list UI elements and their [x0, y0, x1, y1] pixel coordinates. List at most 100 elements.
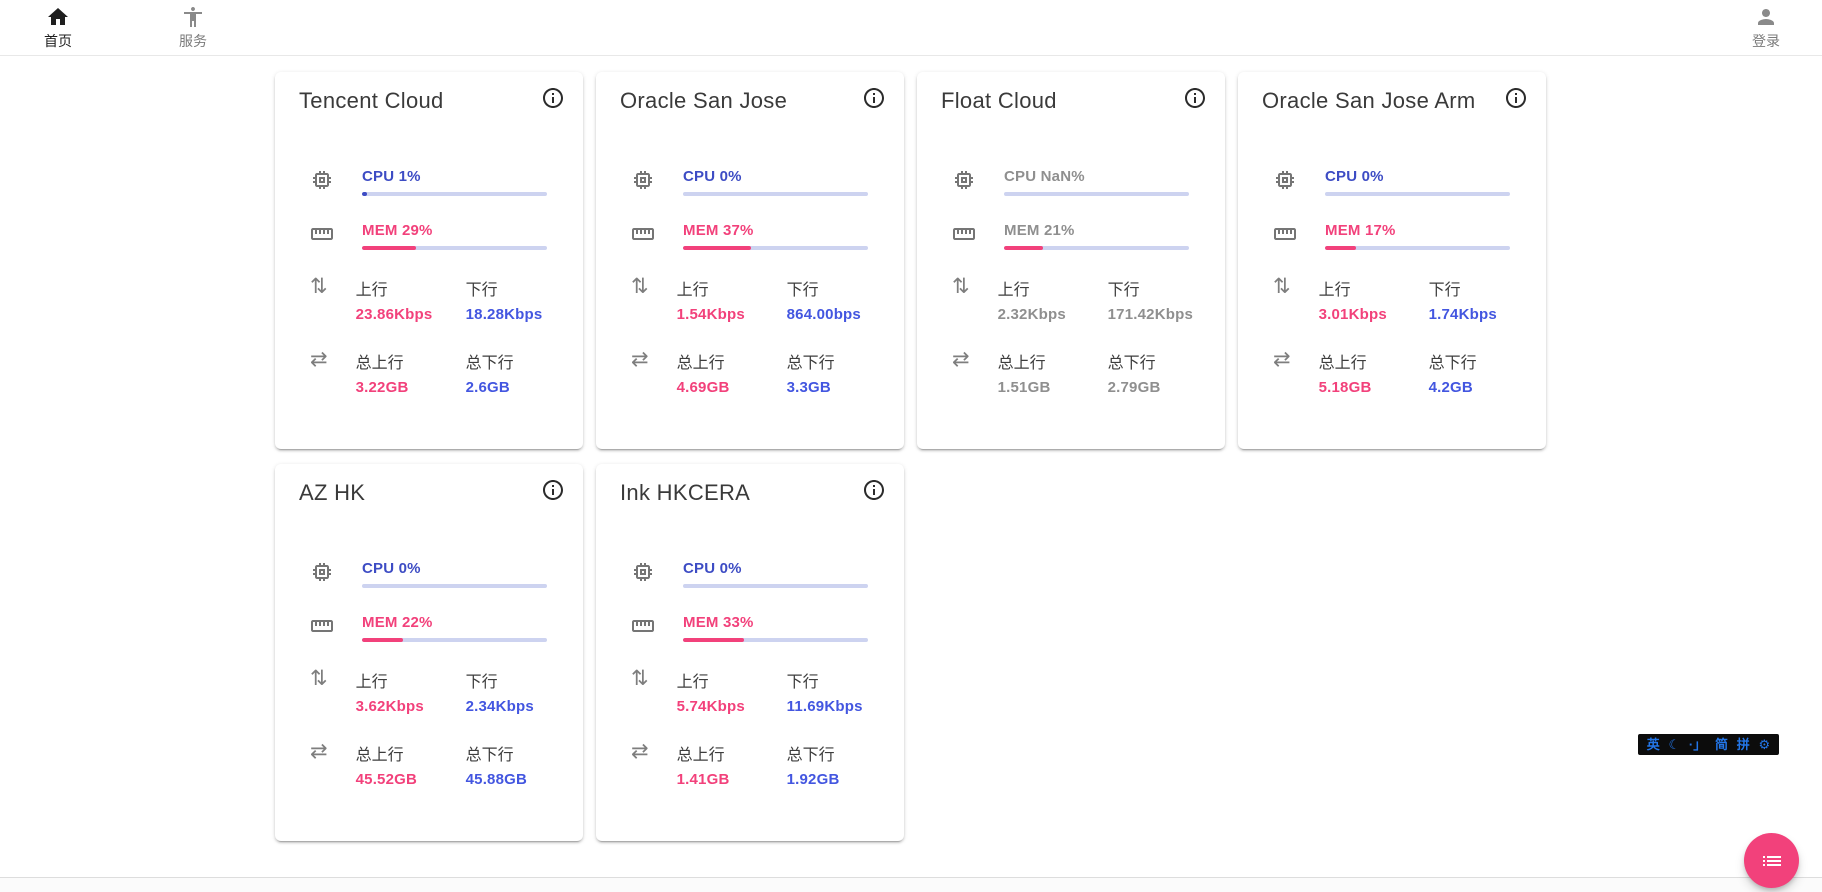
- mem-row: MEM 33%: [620, 614, 880, 642]
- total-download-label: 总下行: [465, 355, 514, 372]
- server-name: Float Cloud: [941, 88, 1057, 113]
- mem-progress-fill: [362, 638, 403, 642]
- server-card: Oracle San Jose CPU 0%: [596, 72, 904, 449]
- upload-speed: 上行 23.86Kbps: [356, 276, 466, 323]
- cpu-progressbar: [683, 584, 868, 588]
- top-nav: 首页 服务 登录: [0, 0, 1822, 56]
- mem-row: MEM 29%: [299, 222, 559, 250]
- server-list-fab[interactable]: [1744, 833, 1799, 888]
- mem-usage-label: MEM 37%: [683, 222, 754, 239]
- mem-usage-label: MEM 33%: [683, 614, 754, 631]
- cpu-row: CPU 0%: [299, 560, 559, 588]
- mem-progressbar: [683, 246, 868, 250]
- cpu-chip-icon: [631, 168, 655, 196]
- cpu-progressbar: [683, 192, 868, 196]
- total-download: 总下行 2.79GB: [1108, 349, 1218, 396]
- download-label: 下行: [1428, 282, 1461, 299]
- total-download: 总下行 4.2GB: [1429, 349, 1539, 396]
- cpu-row: CPU NaN%: [941, 168, 1201, 196]
- cpu-row: CPU 0%: [620, 168, 880, 196]
- cpu-row: CPU 1%: [299, 168, 559, 196]
- total-row: ⇄ 总上行 3.22GB 总下行 2.6GB: [299, 348, 559, 397]
- metrics: CPU 0% MEM 37% ⇅: [620, 168, 880, 396]
- server-name: AZ HK: [299, 480, 366, 505]
- info-icon[interactable]: [1183, 86, 1207, 110]
- info-icon[interactable]: [541, 86, 565, 110]
- mem-progressbar: [1004, 246, 1189, 250]
- metrics: CPU 0% MEM 22% ⇅: [299, 560, 559, 788]
- upload-value: 3.62Kbps: [355, 698, 424, 715]
- server-card: Oracle San Jose Arm CPU 0%: [1238, 72, 1546, 449]
- speed-row: ⇅ 上行 2.32Kbps 下行 171.42Kbps: [941, 275, 1201, 324]
- speed-row: ⇅ 上行 1.54Kbps 下行 864.00bps: [620, 276, 880, 324]
- total-upload-value: 1.41GB: [676, 771, 730, 788]
- home-icon: [46, 5, 70, 29]
- nav-item-services[interactable]: 服务: [163, 5, 223, 51]
- download-label: 下行: [465, 674, 498, 691]
- info-icon[interactable]: [862, 86, 886, 110]
- cpu-progressbar: [1004, 192, 1189, 196]
- info-icon[interactable]: [862, 478, 886, 502]
- total-upload-value: 3.22GB: [355, 379, 409, 396]
- mem-usage-label: MEM 22%: [362, 614, 433, 631]
- ime-pinyin[interactable]: 拼: [1736, 737, 1750, 752]
- total-upload-label: 总上行: [997, 355, 1046, 372]
- upload-label: 上行: [676, 674, 709, 691]
- upload-label: 上行: [1318, 282, 1351, 299]
- download-speed: 下行 2.34Kbps: [466, 668, 576, 715]
- download-speed: 下行 864.00bps: [787, 276, 897, 323]
- mem-usage-label: MEM 21%: [1004, 222, 1075, 239]
- total-upload: 总上行 4.69GB: [677, 349, 787, 396]
- cpu-chip-icon: [310, 168, 334, 196]
- info-icon[interactable]: [1504, 86, 1528, 110]
- total-download: 总下行 2.6GB: [466, 349, 576, 396]
- ime-punctuation[interactable]: ·」: [1688, 737, 1707, 752]
- cpu-row: CPU 0%: [1262, 168, 1522, 196]
- total-upload-label: 总上行: [676, 747, 725, 764]
- ime-simplified[interactable]: 简: [1715, 737, 1729, 752]
- server-name: Oracle San Jose: [620, 88, 788, 113]
- nav-item-home[interactable]: 首页: [28, 5, 88, 51]
- speed-row: ⇅ 上行 23.86Kbps 下行 18.28Kbps: [299, 276, 559, 324]
- upload-speed: 上行 2.32Kbps: [998, 276, 1108, 323]
- total-upload: 总上行 1.51GB: [998, 349, 1108, 396]
- mem-progressbar: [362, 246, 547, 250]
- total-upload: 总上行 45.52GB: [356, 741, 466, 788]
- info-icon[interactable]: [541, 478, 565, 502]
- ime-fullwidth-moon-icon[interactable]: ☾: [1668, 737, 1681, 752]
- total-download-value: 3.3GB: [786, 379, 831, 396]
- upload-value: 5.74Kbps: [676, 698, 745, 715]
- upload-value: 1.54Kbps: [676, 306, 745, 323]
- total-row: ⇄ 总上行 4.69GB 总下行 3.3GB: [620, 349, 880, 397]
- mem-ruler-icon: [631, 222, 655, 250]
- total-upload-label: 总上行: [355, 747, 404, 764]
- updown-arrows-icon: ⇅: [310, 667, 328, 690]
- mem-progress-fill: [683, 246, 752, 250]
- total-upload: 总上行 5.18GB: [1319, 349, 1429, 396]
- swap-arrows-icon: ⇄: [310, 348, 328, 371]
- upload-value: 2.32Kbps: [997, 306, 1066, 323]
- ime-language-en[interactable]: 英: [1646, 737, 1660, 752]
- total-upload: 总上行 1.41GB: [677, 741, 787, 788]
- cpu-usage-label: CPU 0%: [683, 168, 742, 185]
- upload-label: 上行: [355, 674, 388, 691]
- upload-speed: 上行 3.01Kbps: [1319, 276, 1429, 323]
- mem-usage-label: MEM 29%: [362, 222, 433, 239]
- server-name: Ink HKCERA: [620, 480, 751, 505]
- server-name: Oracle San Jose Arm: [1262, 88, 1476, 113]
- mem-ruler-icon: [631, 614, 655, 642]
- swap-arrows-icon: ⇄: [952, 348, 970, 371]
- total-upload-value: 5.18GB: [1318, 379, 1372, 396]
- ime-settings-gear-icon[interactable]: ⚙: [1758, 737, 1771, 752]
- total-download-value: 2.79GB: [1107, 379, 1161, 396]
- nav-item-login[interactable]: 登录: [1736, 5, 1796, 51]
- mem-progress-fill: [1325, 246, 1357, 250]
- mem-row: MEM 37%: [620, 222, 880, 250]
- mem-row: MEM 21%: [941, 222, 1201, 250]
- nav-login-label: 登录: [1752, 32, 1780, 49]
- upload-label: 上行: [355, 282, 388, 299]
- cpu-usage-label: CPU NaN%: [1004, 168, 1085, 185]
- updown-arrows-icon: ⇅: [952, 275, 970, 298]
- total-row: ⇄ 总上行 45.52GB 总下行 45.88GB: [299, 741, 559, 789]
- person-icon: [1754, 5, 1778, 29]
